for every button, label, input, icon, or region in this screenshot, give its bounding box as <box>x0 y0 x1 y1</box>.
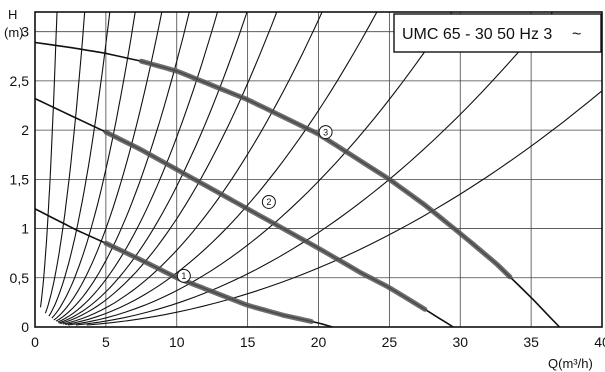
x-tick-label: 25 <box>382 334 398 350</box>
x-tick-label: 15 <box>240 334 256 350</box>
pump-curves: 1 2 3 <box>34 41 561 328</box>
x-tick-label: 30 <box>452 334 468 350</box>
title-box: UMC 65 - 30 50 Hz 3 ~ <box>393 13 602 53</box>
y-tick-label: 2 <box>21 122 29 138</box>
x-tick-label: 0 <box>31 334 39 350</box>
pump-curve-operating-range <box>103 129 428 312</box>
y-tick-label: 2,5 <box>10 73 30 89</box>
system-curve <box>67 11 453 326</box>
curve-marker <box>318 125 333 140</box>
plot-frame <box>34 11 603 328</box>
chart-title: UMC 65 - 30 50 Hz 3 <box>402 26 552 43</box>
pump-curve-operating-range <box>103 240 314 324</box>
system-curve <box>51 11 136 319</box>
system-curve <box>62 11 323 325</box>
system-curve <box>57 11 219 323</box>
curve-marker-label: 2 <box>266 197 271 207</box>
curve-marker-label: 1 <box>181 271 186 281</box>
system-curve <box>39 11 58 308</box>
y-axis-label: H <box>8 7 17 22</box>
system-curve <box>58 11 248 324</box>
pump-curve-2: 2 <box>34 97 454 328</box>
system-curve <box>48 11 111 317</box>
title-phase-symbol: ~ <box>572 26 581 43</box>
y-tick-label: 0,5 <box>10 270 30 286</box>
system-curve <box>53 11 163 321</box>
y-axis-unit: (m) <box>4 25 24 40</box>
y-tick-labels: 0 0,5 1 1,5 2 2,5 3 <box>10 24 30 335</box>
system-curve <box>75 11 554 326</box>
pump-curve-3: 3 <box>34 41 561 328</box>
x-axis-label: Q(m³/h) <box>548 356 593 371</box>
pump-curve-operating-range <box>138 58 513 280</box>
system-curve <box>86 90 603 326</box>
pump-curve-1: 1 <box>34 208 333 328</box>
title-box-frame <box>393 13 602 53</box>
system-curve <box>44 11 86 314</box>
y-tick-label: 1 <box>21 221 29 237</box>
y-tick-label: 3 <box>21 24 29 40</box>
x-tick-label: 10 <box>169 334 185 350</box>
x-tick-labels: 0 5 10 15 20 25 30 35 40 <box>31 334 605 350</box>
curve-marker <box>176 268 191 283</box>
y-tick-label: 1,5 <box>10 171 30 187</box>
x-tick-label: 5 <box>102 334 110 350</box>
y-tick-label: 0 <box>21 319 29 335</box>
system-curve <box>65 11 378 326</box>
grid <box>35 12 602 327</box>
x-tick-label: 40 <box>594 334 605 350</box>
x-tick-label: 35 <box>523 334 539 350</box>
system-curve <box>55 11 190 322</box>
curve-marker-label: 3 <box>323 127 328 137</box>
curve-marker <box>261 194 276 209</box>
pump-curve-line <box>34 97 454 328</box>
x-tick-label: 20 <box>311 334 327 350</box>
